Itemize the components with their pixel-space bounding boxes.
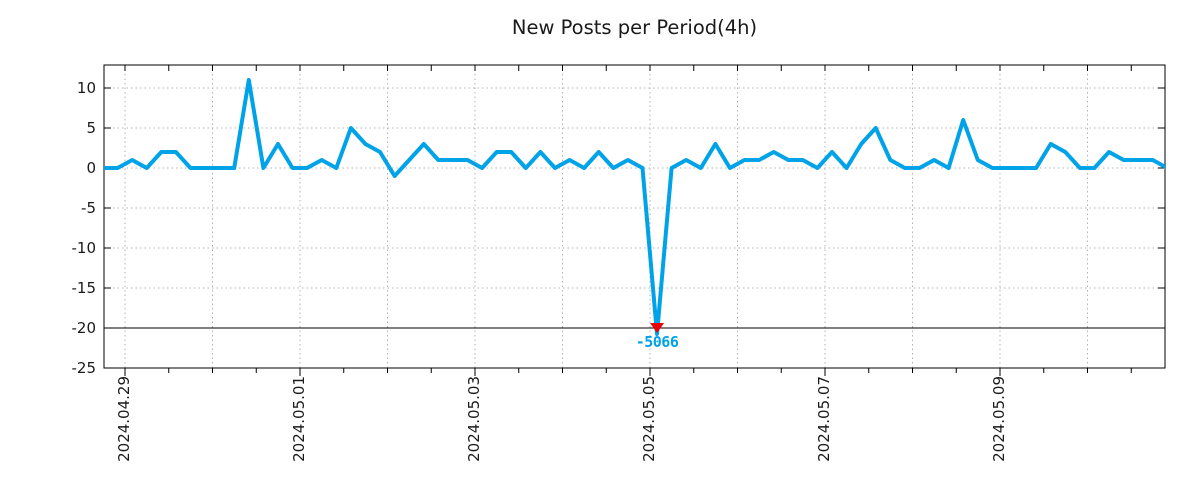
x-tick-label: 2024.05.07: [815, 376, 833, 462]
dip-marker-icon: [650, 323, 665, 333]
chart-title: New Posts per Period(4h): [511, 16, 758, 39]
posts-series-line: [104, 78, 1165, 336]
x-tick-label: 2024.05.09: [990, 376, 1008, 462]
y-tick-label: 0: [86, 159, 96, 177]
y-tick-label: -5: [81, 199, 96, 217]
y-tick-label: 5: [86, 119, 96, 137]
x-tick-label: 2024.05.05: [640, 376, 658, 462]
y-tick-label: 10: [76, 79, 96, 97]
y-tick-label: -25: [71, 359, 97, 377]
y-tick-label: -15: [71, 279, 97, 297]
x-tick-label: 2024.05.01: [290, 376, 308, 462]
dip-annotation-label: -5066: [635, 333, 679, 351]
x-tick-label: 2024.04.29: [115, 376, 133, 462]
y-tick-label: -20: [71, 319, 97, 337]
axes-frame: [103, 64, 1166, 369]
x-tick-label: 2024.05.03: [465, 376, 483, 462]
y-tick-label: -10: [71, 239, 97, 257]
